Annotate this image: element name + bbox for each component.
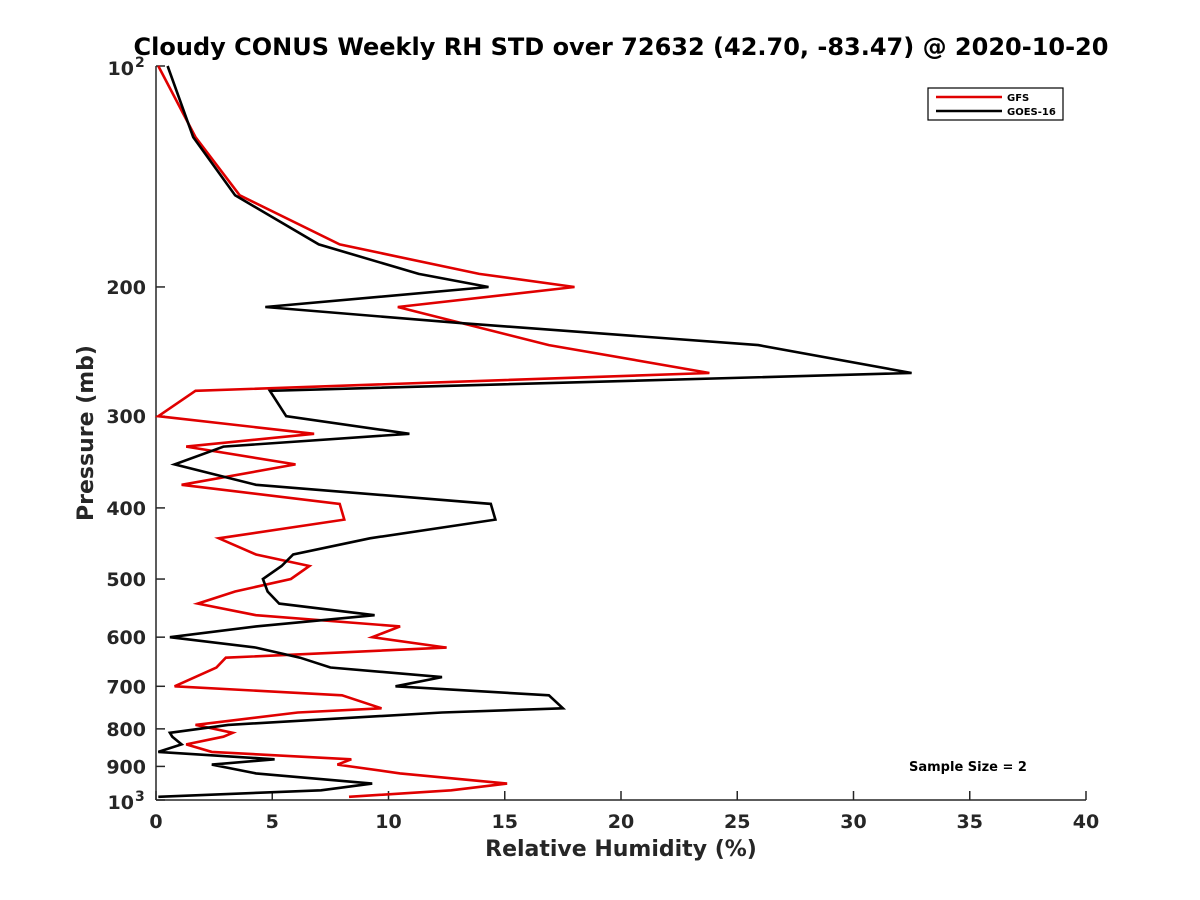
sample-size-annotation: Sample Size = 2 bbox=[909, 760, 1027, 775]
y-tick-label: 900 bbox=[106, 756, 146, 778]
x-tick-label: 0 bbox=[149, 811, 162, 833]
x-tick-label: 5 bbox=[266, 811, 279, 833]
y-tick-label: 600 bbox=[106, 627, 146, 649]
y-tick-label: 500 bbox=[106, 569, 146, 591]
series-lines bbox=[154, 65, 912, 799]
y-tick-label: 400 bbox=[106, 498, 146, 520]
legend-box bbox=[927, 87, 1064, 121]
legend-label-goes16: GOES-16 bbox=[1007, 107, 1056, 118]
x-tick-label: 20 bbox=[608, 811, 634, 833]
x-tick-label: 10 bbox=[375, 811, 401, 833]
y-tick-exponent: 3 bbox=[135, 789, 145, 805]
x-tick-label: 25 bbox=[724, 811, 750, 833]
legend-label-gfs: GFS bbox=[1007, 93, 1029, 104]
y-tick-label: 10 bbox=[108, 58, 134, 80]
x-tick-label: 35 bbox=[957, 811, 983, 833]
y-tick-label: 300 bbox=[106, 406, 146, 428]
y-tick-label: 800 bbox=[106, 719, 146, 741]
y-axis-label: Pressure (mb) bbox=[74, 345, 99, 521]
series-line-gfs bbox=[154, 65, 710, 799]
x-ticks: 0 5 10 15 20 25 30 35 40 bbox=[149, 791, 1099, 833]
y-tick-label: 10 bbox=[108, 792, 134, 814]
y-tick-label: 700 bbox=[106, 676, 146, 698]
x-tick-label: 30 bbox=[840, 811, 866, 833]
x-tick-label: 15 bbox=[492, 811, 518, 833]
x-tick-label: 40 bbox=[1073, 811, 1099, 833]
x-axis-label: Relative Humidity (%) bbox=[485, 837, 757, 862]
legend: GFS GOES-16 bbox=[927, 87, 1064, 121]
plot-area: 0 5 10 15 20 25 30 35 40 10 220030040050060070080… bbox=[106, 55, 1099, 833]
series-line-goes16 bbox=[157, 65, 912, 799]
chart-title: Cloudy CONUS Weekly RH STD over 72632 (4… bbox=[134, 33, 1109, 61]
y-tick-label: 200 bbox=[106, 277, 146, 299]
y-tick-exponent: 2 bbox=[135, 55, 145, 71]
